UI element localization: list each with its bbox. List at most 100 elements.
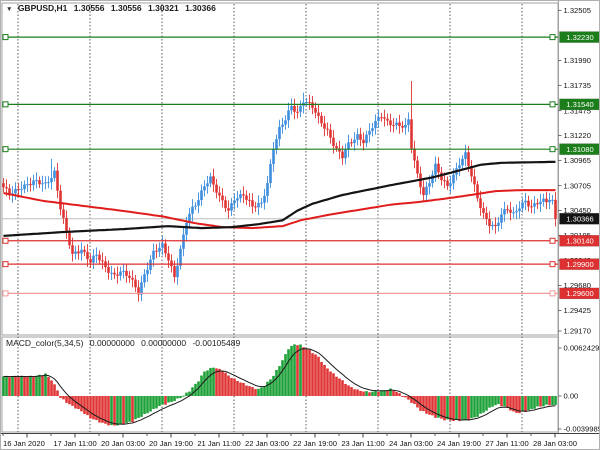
candle-body — [233, 200, 236, 204]
macd-bar — [326, 368, 329, 396]
macd-bar — [218, 368, 221, 396]
red-moving-average-line — [3, 189, 556, 230]
candle-body — [275, 139, 278, 150]
macd-bar — [518, 396, 521, 414]
candle-body — [491, 224, 494, 227]
macd-bar — [368, 392, 371, 396]
candle-body — [89, 259, 92, 263]
level-handle[interactable] — [549, 101, 556, 108]
macd-bar — [35, 375, 38, 396]
macd-bar — [383, 390, 386, 396]
macd-bar — [92, 396, 95, 420]
macd-bar — [323, 364, 326, 396]
candle-body — [218, 192, 221, 196]
level-handle[interactable] — [549, 34, 556, 41]
time-tick-label: 22 Jan 19:00 — [293, 439, 337, 448]
macd-bar — [161, 396, 164, 405]
macd-bar — [503, 396, 506, 407]
macd-bar — [263, 386, 266, 396]
level-handle[interactable] — [2, 261, 9, 268]
level-handle[interactable] — [549, 290, 556, 297]
candle-body — [413, 148, 416, 161]
candle-body — [350, 142, 353, 144]
macd-bar — [251, 387, 254, 396]
candle-body — [152, 250, 155, 260]
macd-bar — [386, 390, 389, 396]
resistance-level-badge: 1.32230 — [559, 31, 599, 43]
candle-body — [536, 203, 539, 205]
candle-body — [134, 279, 137, 288]
candle-body — [119, 271, 122, 276]
candle-body — [338, 148, 341, 152]
macd-bar — [317, 356, 320, 396]
level-handle[interactable] — [2, 101, 9, 108]
macd-bar — [83, 396, 86, 414]
macd-bar — [122, 396, 125, 425]
candle-body — [434, 163, 437, 175]
macd-bar — [356, 389, 359, 396]
price-tick-label: 1.31220 — [564, 131, 591, 140]
candle-body — [425, 186, 428, 196]
macd-bar — [14, 376, 17, 396]
macd-bar — [329, 371, 332, 396]
price-tick-label: 1.29425 — [564, 306, 591, 315]
quote-low: 1.30321 — [148, 3, 179, 13]
macd-bar — [353, 389, 356, 396]
macd-bar — [293, 344, 296, 396]
candle-body — [515, 211, 518, 213]
candle-body — [497, 222, 500, 227]
candle-body — [407, 119, 410, 125]
candle-body — [77, 251, 80, 254]
level-handle[interactable] — [549, 146, 556, 153]
candle-body — [530, 206, 533, 208]
macd-bar — [380, 390, 383, 396]
one-click-trading-collapse-icon[interactable]: ▼ — [6, 6, 13, 13]
price-tick-label: 1.30450 — [564, 206, 591, 215]
candle-body — [539, 201, 542, 205]
level-handle[interactable] — [2, 34, 9, 41]
macd-bar — [257, 388, 260, 396]
level-handle[interactable] — [2, 290, 9, 297]
macd-bar — [53, 384, 56, 396]
candle-body — [83, 249, 86, 252]
candle-body — [257, 203, 260, 208]
candle-body — [380, 117, 383, 119]
macd-bar — [95, 396, 98, 421]
candle-body — [452, 174, 455, 184]
macd-bar — [260, 387, 263, 396]
candle-body — [335, 146, 338, 149]
macd-bar — [305, 348, 308, 396]
macd-bar — [500, 396, 503, 407]
candle-body — [194, 205, 197, 207]
macd-bar — [11, 376, 14, 396]
level-handle[interactable] — [2, 237, 9, 244]
candle-body — [488, 218, 491, 227]
macd-bar — [359, 390, 362, 396]
macd-bar — [272, 375, 275, 396]
macd-bar — [473, 396, 476, 418]
candle-body — [527, 200, 530, 207]
candle-body — [299, 105, 302, 112]
level-handle[interactable] — [2, 146, 9, 153]
macd-bar — [281, 360, 284, 396]
time-tick-label: 16 Jan 2020 — [3, 439, 45, 448]
macd-bar — [200, 375, 203, 396]
quote-close: 1.30366 — [185, 3, 216, 13]
symbol-timeframe: GBPUSD,H1 — [17, 3, 68, 13]
candle-body — [545, 198, 548, 203]
candle-body — [110, 272, 113, 274]
macd-bar — [467, 396, 470, 421]
time-axis-labels: 16 Jan 2020 17 Jan 11:00 20 Jan 03:00 20 Ja… — [2, 434, 577, 448]
level-handle[interactable] — [549, 237, 556, 244]
macd-bar — [5, 376, 8, 396]
candle-body — [500, 214, 503, 223]
macd-bar — [470, 396, 473, 419]
macd-bar — [182, 395, 185, 397]
price-tick-label: 1.32505 — [564, 6, 591, 15]
candle-body — [173, 266, 176, 278]
candle-body — [446, 180, 449, 186]
macd-bar — [2, 376, 5, 396]
candle-body — [521, 202, 524, 209]
level-handle[interactable] — [549, 261, 556, 268]
